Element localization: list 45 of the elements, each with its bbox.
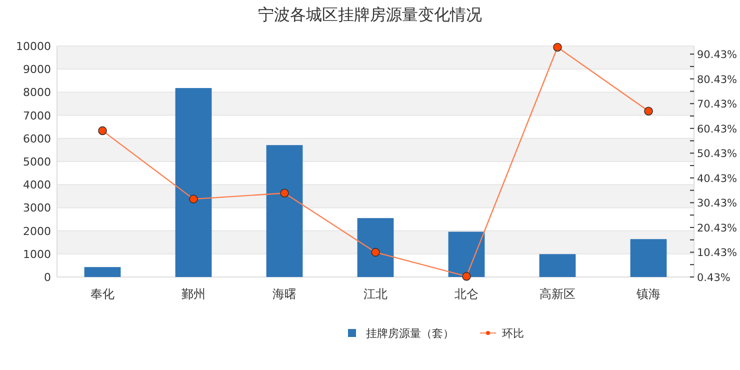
x-tick-label: 奉化 [90, 287, 114, 301]
y2-tick-label: 0.43% [697, 272, 730, 284]
y-tick-label: 4000 [23, 178, 51, 192]
y-tick-label: 1000 [23, 248, 51, 261]
y-tick-label: 2000 [23, 224, 51, 238]
point [189, 194, 198, 204]
bar [175, 88, 212, 277]
y-tick-label: 8000 [23, 86, 51, 100]
y2-tick-label: 90.43% [697, 49, 738, 62]
y2-tick-label: 50.43% [697, 148, 738, 160]
y-tick-label: 7000 [23, 109, 51, 122]
y2-tick-label: 60.43% [697, 123, 738, 136]
y2-tick-label: 40.43% [697, 172, 738, 185]
bar [84, 267, 121, 277]
y-tick-label: 0 [44, 271, 51, 284]
y2-tick-label: 10.43% [697, 247, 738, 260]
bar [539, 254, 576, 277]
legend-label: 挂牌房源量（套） [366, 327, 454, 340]
y2-tick-label: 80.43% [697, 74, 738, 86]
point [280, 188, 289, 198]
x-tick-label: 江北 [364, 287, 388, 301]
bar [630, 239, 667, 277]
point [371, 248, 380, 257]
x-tick-label: 北仑 [454, 287, 478, 301]
y2-tick-label: 70.43% [697, 98, 738, 111]
legend-label: 环比 [502, 327, 524, 340]
x-tick-label: 鄞州 [182, 287, 206, 301]
chart-title: 宁波各城区挂牌房源量变化情况 [258, 5, 482, 24]
y2-tick-label: 20.43% [697, 222, 738, 234]
y-tick-label: 10000 [16, 40, 51, 53]
y-tick-label: 6000 [23, 132, 51, 146]
bar [448, 232, 485, 277]
bar [357, 218, 394, 277]
y2-tick-label: 30.43% [697, 198, 738, 210]
y-tick-label: 3000 [23, 202, 51, 215]
y-tick-label: 5000 [23, 156, 51, 168]
x-tick-label: 高新区 [540, 287, 576, 301]
point [98, 126, 107, 136]
y-tick-label: 9000 [23, 63, 51, 76]
x-tick-label: 镇海 [636, 287, 660, 301]
x-tick-label: 海曙 [272, 287, 296, 301]
point [462, 272, 471, 281]
point [553, 42, 562, 52]
bar [266, 145, 303, 277]
point [644, 106, 653, 116]
